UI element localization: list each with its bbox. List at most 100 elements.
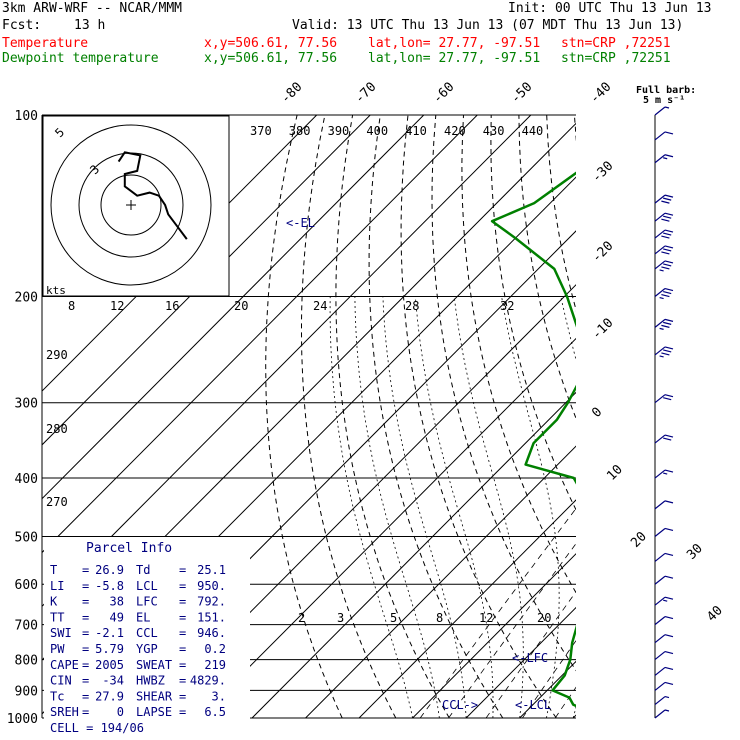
isotherm-label--60: -60 bbox=[430, 80, 457, 107]
moist-adiabat-line bbox=[354, 296, 440, 718]
mixing-ratio-label-8: 8 bbox=[68, 299, 75, 313]
wind-barb-550 bbox=[654, 552, 674, 562]
pressure-label-800: 800 bbox=[15, 654, 38, 669]
parcel-title: Parcel Info bbox=[86, 541, 172, 556]
mixing-ratio-low-label-8: 8 bbox=[436, 611, 443, 625]
parcel-key-SHEAR: SHEAR bbox=[136, 689, 173, 703]
mixing-ratio-line bbox=[448, 543, 576, 718]
xy-readout-dew: x,y=506.61, 77.56 bbox=[204, 51, 338, 66]
wind-barb-300 bbox=[654, 394, 674, 404]
parcel-val-Tc: 27.9 bbox=[95, 689, 124, 703]
wind-barb-180 bbox=[654, 260, 674, 272]
forecast-hour: 13 h bbox=[74, 18, 106, 33]
dry-adiabat-line bbox=[685, 115, 740, 718]
isotherm-line bbox=[465, 606, 576, 718]
wind-barb-900 bbox=[654, 681, 674, 691]
barb-key-unit: 5 m s⁻¹ bbox=[643, 95, 686, 106]
mixing-ratio-label-20: 20 bbox=[234, 299, 248, 313]
wind-barb-400 bbox=[654, 469, 674, 479]
wind-barb-140 bbox=[654, 194, 674, 204]
wind-barb-225 bbox=[654, 318, 674, 330]
wind-barb-1000 bbox=[654, 709, 670, 719]
moist-adiabat-line bbox=[382, 296, 467, 718]
wind-barb-250 bbox=[654, 346, 674, 358]
isotherm-line bbox=[627, 115, 740, 718]
dry-adiabat-line bbox=[658, 115, 740, 718]
isotherm-label--50: -50 bbox=[508, 80, 535, 107]
hodograph-ring bbox=[50, 124, 212, 286]
pressure-label-300: 300 bbox=[15, 397, 38, 412]
parcel-eq: = bbox=[82, 610, 89, 624]
dry-adiabat-line bbox=[400, 115, 557, 718]
parcel-eq: = bbox=[82, 579, 89, 593]
parcel-eq: = bbox=[82, 642, 89, 656]
isotherm-line bbox=[42, 115, 478, 554]
parcel-val-SWEAT: 219 bbox=[204, 658, 226, 672]
lcl-marker: <-LCL bbox=[515, 698, 551, 712]
isotherm-line bbox=[42, 115, 371, 446]
latlon-readout-dew: lat,lon= 27.77, -97.51 bbox=[368, 51, 541, 66]
mixing-ratio-line bbox=[554, 686, 576, 718]
wind-barb-950 bbox=[654, 695, 670, 706]
valid-time: Valid: 13 UTC Thu 13 Jun 13 (07 MDT Thu … bbox=[292, 18, 684, 33]
parcel-panel-bg bbox=[44, 537, 250, 719]
dry-adiabat-line bbox=[490, 115, 576, 511]
parcel-eq: = bbox=[82, 705, 89, 719]
parcel-val-CIN: -34 bbox=[102, 674, 124, 688]
moist-adiabat-line bbox=[627, 297, 723, 719]
isotherm-label-right-30: 30 bbox=[684, 541, 706, 563]
dry-adiabat-line bbox=[713, 115, 740, 718]
pressure-label-1000: 1000 bbox=[7, 712, 38, 727]
parcel-eq: = bbox=[179, 563, 186, 577]
pressure-label-500: 500 bbox=[15, 530, 38, 545]
moist-adiabat-line bbox=[501, 296, 560, 718]
parcel-eq: = bbox=[82, 626, 89, 640]
parcel-key-LCL: LCL bbox=[136, 579, 158, 593]
parcel-val-HWBZ: 4829. bbox=[190, 674, 226, 688]
legend-dewpoint: Dewpoint temperature bbox=[2, 51, 159, 66]
wind-barb-200 bbox=[654, 287, 674, 300]
parcel-val-EL: 151. bbox=[197, 610, 226, 624]
parcel-val-CAPE: 2005 bbox=[95, 658, 124, 672]
parcel-key-CIN: CIN bbox=[50, 674, 72, 688]
parcel-val-Td: 25.1 bbox=[197, 563, 226, 577]
parcel-key-LAPSE: LAPSE bbox=[136, 705, 172, 719]
parcel-eq: = bbox=[179, 689, 186, 703]
theta-label-410: 410 bbox=[405, 124, 427, 138]
isotherm-line bbox=[42, 115, 425, 500]
ccl-marker: CCL-> bbox=[442, 698, 478, 712]
latlon-readout-temp: lat,lon= 27.77, -97.51 bbox=[368, 36, 541, 51]
theta-side-label-280: 280 bbox=[46, 422, 68, 436]
moist-adiabat-line bbox=[680, 297, 740, 719]
dry-adiabat-line bbox=[301, 115, 397, 718]
mixing-ratio-label-12: 12 bbox=[110, 299, 124, 313]
mixing-ratio-low-label-12: 12 bbox=[479, 611, 493, 625]
parcel-val-LCL: 950. bbox=[197, 579, 226, 593]
parcel-val-LAPSE: 6.5 bbox=[204, 705, 226, 719]
wind-barb-170 bbox=[654, 245, 674, 255]
barb-key-title: Full barb: bbox=[636, 85, 697, 96]
parcel-key-PW: PW bbox=[50, 642, 65, 656]
wind-barb-500 bbox=[654, 527, 674, 537]
isotherm-label--70: -70 bbox=[352, 80, 379, 107]
mixing-ratio-line bbox=[419, 507, 576, 718]
isotherm-line bbox=[358, 499, 576, 718]
theta-label-370: 370 bbox=[250, 124, 272, 138]
theta-label-440: 440 bbox=[522, 124, 544, 138]
parcel-eq: = bbox=[179, 658, 186, 672]
isotherm-line bbox=[680, 115, 740, 718]
parcel-eq: = bbox=[179, 705, 186, 719]
theta-side-label-270: 270 bbox=[46, 495, 68, 509]
theta-label-390: 390 bbox=[328, 124, 350, 138]
isotherm-label-right-10: 10 bbox=[604, 462, 626, 484]
wind-barb-350 bbox=[654, 434, 674, 444]
pressure-label-900: 900 bbox=[15, 684, 38, 699]
parcel-eq: = bbox=[179, 626, 186, 640]
dry-adiabat-line bbox=[630, 115, 740, 718]
parcel-val-T: 26.9 bbox=[95, 563, 124, 577]
parcel-val-LI: -5.8 bbox=[95, 579, 124, 593]
wind-barb-150 bbox=[654, 212, 674, 222]
moist-adiabat-line bbox=[329, 296, 413, 718]
parcel-key-TT: TT bbox=[50, 610, 64, 624]
